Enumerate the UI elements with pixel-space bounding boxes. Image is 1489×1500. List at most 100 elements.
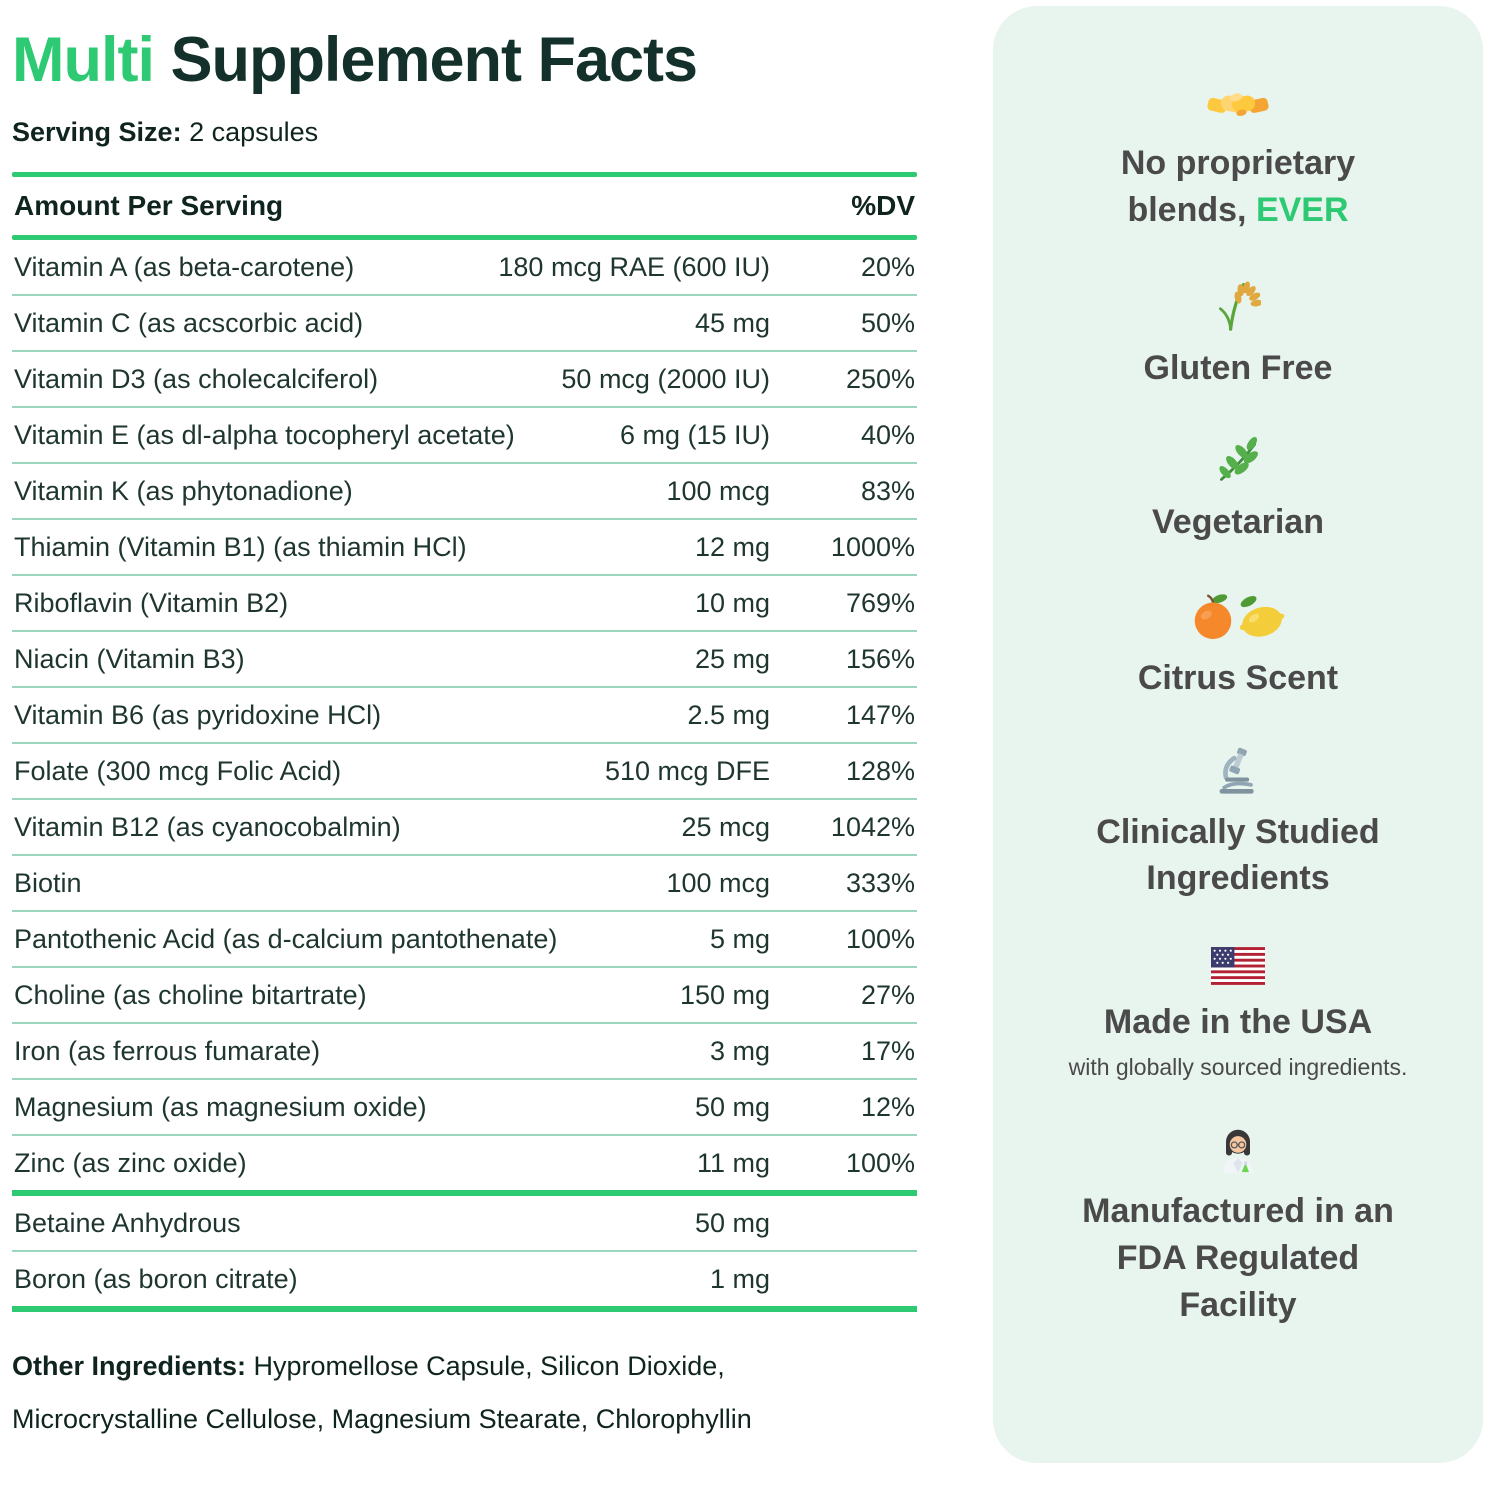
page-title-highlight: Multi <box>12 25 155 95</box>
us-flag-icon <box>1211 947 1265 986</box>
row-amount: 50 mcg (2000 IU) <box>561 363 770 394</box>
row-name: Niacin (Vitamin B3) <box>14 643 245 674</box>
badge-sublabel: with globally sourced ingredients. <box>1068 1054 1408 1081</box>
table-row: Thiamin (Vitamin B1) (as thiamin HCl) 12… <box>12 520 917 577</box>
row-amount: 180 mcg RAE (600 IU) <box>498 251 770 282</box>
badge-made-in-usa: Made in the USA with globally sourced in… <box>1068 947 1408 1081</box>
row-dv: 769% <box>845 587 915 618</box>
table-row: Vitamin B12 (as cyanocobalmin) 25 mcg 10… <box>12 800 917 857</box>
badge-vegetarian: Vegetarian <box>1152 436 1324 546</box>
badge-label: Vegetarian <box>1152 502 1324 541</box>
row-name: Vitamin B6 (as pyridoxine HCl) <box>14 699 382 730</box>
supplement-facts-section: Multi Supplement Facts Serving Size: 2 c… <box>12 25 917 1446</box>
tangerine-lemon-icon <box>1188 591 1288 641</box>
row-amount: 100 mcg <box>666 867 770 898</box>
row-name: Folate (300 mcg Folic Acid) <box>14 755 342 786</box>
row-name: Vitamin E (as dl-alpha tocopheryl acetat… <box>14 419 515 450</box>
row-name: Betaine Anhydrous <box>14 1207 241 1238</box>
row-amount: 10 mg <box>694 587 770 618</box>
table-top-rule <box>12 172 917 178</box>
row-dv: 147% <box>845 699 915 730</box>
row-amount: 25 mcg <box>681 811 770 842</box>
row-name: Vitamin K (as phytonadione) <box>14 475 353 506</box>
row-amount: 11 mg <box>696 1147 770 1178</box>
row-name: Thiamin (Vitamin B1) (as thiamin HCl) <box>14 531 467 562</box>
table-row: Vitamin C (as acscorbic acid) 45 mg 50% <box>12 296 917 353</box>
badge-label: No proprietary blends, EVER <box>1073 140 1403 234</box>
microscope-icon <box>1214 747 1262 795</box>
table-row: Riboflavin (Vitamin B2) 10 mg 769% <box>12 576 917 633</box>
page-title: Multi Supplement Facts <box>12 25 917 95</box>
row-amount: 1 mg <box>709 1263 770 1294</box>
row-dv: 40% <box>860 419 915 450</box>
row-dv: 333% <box>845 867 915 898</box>
row-dv: 12% <box>860 1091 915 1122</box>
table-header-rule <box>12 235 917 241</box>
page-title-rest: Supplement Facts <box>153 25 698 95</box>
badge-text-highlight: EVER <box>1255 190 1349 229</box>
table-row: Vitamin A (as beta-carotene) 180 mcg RAE… <box>12 240 917 297</box>
row-dv: 83% <box>860 475 915 506</box>
row-amount: 50 mg <box>694 1091 770 1122</box>
row-amount: 510 mcg DFE <box>604 755 770 786</box>
row-name: Iron (as ferrous fumarate) <box>14 1035 321 1066</box>
row-name: Pantothenic Acid (as d-calcium pantothen… <box>14 923 558 954</box>
other-ingredients: Other Ingredients: Hypromellose Capsule,… <box>12 1340 822 1445</box>
serving-size-value: 2 capsules <box>181 117 319 148</box>
table-row: Zinc (as zinc oxide) 11 mg 100% <box>12 1136 917 1197</box>
badge-fda-facility: Manufactured in an FDA Regulated Facilit… <box>1066 1126 1411 1329</box>
row-name: Magnesium (as magnesium oxide) <box>14 1091 427 1122</box>
table-row: Betaine Anhydrous 50 mg <box>12 1196 917 1253</box>
badge-label: Manufactured in an FDA Regulated Facilit… <box>1082 1192 1394 1325</box>
row-dv: 1000% <box>830 531 915 562</box>
table-row: Vitamin K (as phytonadione) 100 mcg 83% <box>12 464 917 521</box>
row-name: Biotin <box>14 867 82 898</box>
badge-citrus-scent: Citrus Scent <box>1138 591 1338 702</box>
other-ingredients-label: Other Ingredients: <box>12 1351 247 1382</box>
facts-table: Amount Per Serving %DV Vitamin A (as bet… <box>12 172 917 1313</box>
table-row: Iron (as ferrous fumarate) 3 mg 17% <box>12 1024 917 1081</box>
row-dv: 27% <box>860 979 915 1010</box>
row-name: Vitamin B12 (as cyanocobalmin) <box>14 811 401 842</box>
benefits-panel: No proprietary blends, EVER Gluten Free <box>993 6 1483 1463</box>
table-row: Biotin 100 mcg 333% <box>12 856 917 913</box>
table-row: Magnesium (as magnesium oxide) 50 mg 12% <box>12 1080 917 1137</box>
row-amount: 45 mg <box>694 307 770 338</box>
row-amount: 25 mg <box>694 643 770 674</box>
badge-label: Made in the USA <box>1103 1003 1373 1042</box>
table-row: Niacin (Vitamin B3) 25 mg 156% <box>12 632 917 689</box>
row-amount: 2.5 mg <box>687 699 770 730</box>
row-amount: 12 mg <box>694 531 770 562</box>
row-name: Riboflavin (Vitamin B2) <box>14 587 289 618</box>
table-row: Choline (as choline bitartrate) 150 mg 2… <box>12 968 917 1025</box>
other-ingredients-value: Hypromellose Capsule, Silicon Dioxide, M… <box>12 1351 752 1434</box>
table-row: Vitamin E (as dl-alpha tocopheryl acetat… <box>12 408 917 465</box>
row-dv: 128% <box>845 755 915 786</box>
table-header-dv: %DV <box>851 190 915 222</box>
row-name: Vitamin A (as beta-carotene) <box>14 251 355 282</box>
row-name: Choline (as choline bitartrate) <box>14 979 367 1010</box>
row-name: Vitamin D3 (as cholecalciferol) <box>14 363 379 394</box>
badge-label: Clinically Studied Ingredients <box>1096 812 1380 898</box>
row-amount: 50 mg <box>694 1207 770 1238</box>
row-dv: 17% <box>860 1035 915 1066</box>
badge-label: Citrus Scent <box>1137 658 1339 697</box>
row-dv: 1042% <box>830 811 915 842</box>
row-dv: 50% <box>860 307 915 338</box>
table-row: Vitamin D3 (as cholecalciferol) 50 mcg (… <box>12 352 917 409</box>
badge-clinically-studied: Clinically Studied Ingredients <box>1061 747 1416 903</box>
table-row: Boron (as boron citrate) 1 mg <box>12 1252 917 1313</box>
row-amount: 6 mg (15 IU) <box>619 419 770 450</box>
table-row: Folate (300 mcg Folic Acid) 510 mcg DFE … <box>12 744 917 801</box>
badge-label: Gluten Free <box>1143 348 1333 387</box>
row-amount: 100 mcg <box>666 475 770 506</box>
table-header-row: Amount Per Serving %DV <box>12 177 917 235</box>
row-amount: 5 mg <box>709 923 770 954</box>
badge-no-proprietary-blends: No proprietary blends, EVER <box>1073 84 1403 234</box>
herb-icon <box>1214 436 1262 485</box>
row-name: Zinc (as zinc oxide) <box>14 1147 247 1178</box>
badge-text: No proprietary blends, <box>1120 144 1356 229</box>
row-name: Vitamin C (as acscorbic acid) <box>14 307 364 338</box>
row-name: Boron (as boron citrate) <box>14 1263 298 1294</box>
row-dv: 250% <box>845 363 915 394</box>
